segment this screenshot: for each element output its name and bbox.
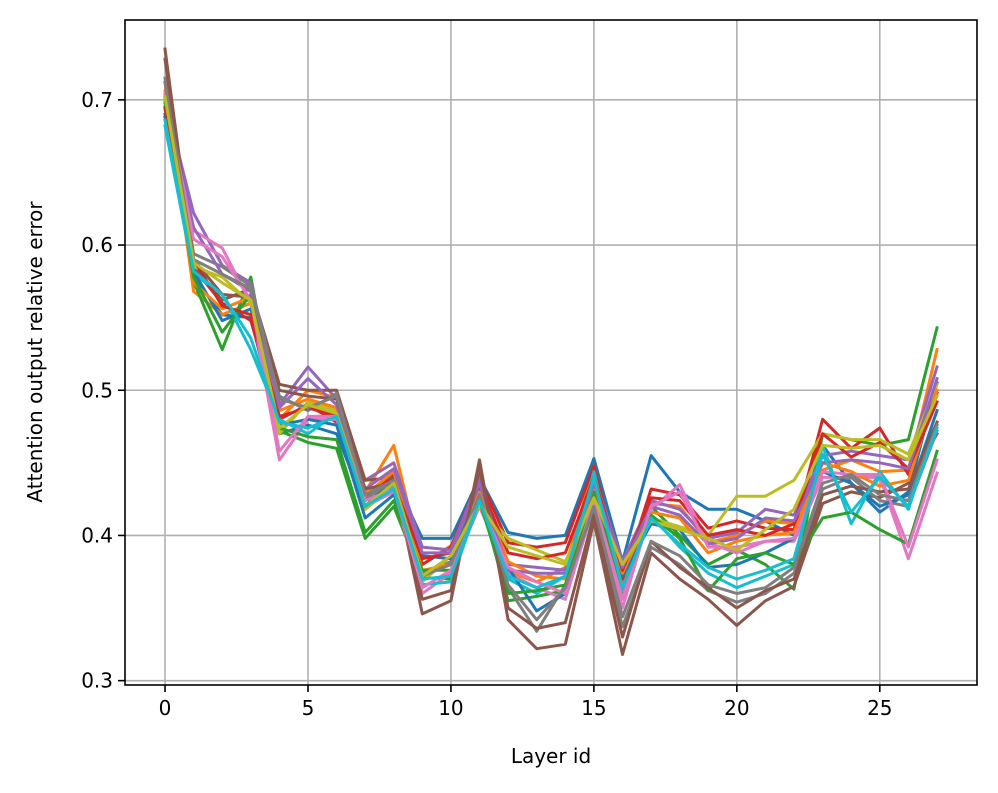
x-tick-label: 10	[438, 696, 463, 720]
y-axis-label: Attention output relative error	[23, 201, 47, 503]
series-line-19	[163, 95, 939, 578]
y-tick-label: 0.6	[81, 233, 113, 257]
plot-frame	[124, 19, 978, 686]
y-axis: 0.3 0.4 0.5 0.6 0.7	[81, 88, 125, 693]
series-line-16	[163, 57, 939, 639]
x-tick-label: 20	[724, 696, 749, 720]
x-tick-label: 15	[581, 696, 606, 720]
series-line-18	[163, 80, 939, 622]
x-tick-label: 5	[302, 696, 315, 720]
series-line-6	[163, 47, 940, 656]
grid	[125, 20, 977, 685]
x-tick-label: 25	[867, 696, 892, 720]
plot-lines	[163, 47, 940, 656]
x-axis: 0 5 10 15 20 25	[159, 685, 893, 720]
y-tick-label: 0.4	[81, 523, 113, 547]
x-tick-label: 0	[159, 696, 172, 720]
series-line-20	[163, 118, 939, 590]
y-tick-label: 0.3	[81, 669, 113, 693]
y-tick-label: 0.7	[81, 88, 113, 112]
x-axis-label: Layer id	[511, 744, 591, 768]
y-tick-label: 0.5	[81, 378, 113, 402]
